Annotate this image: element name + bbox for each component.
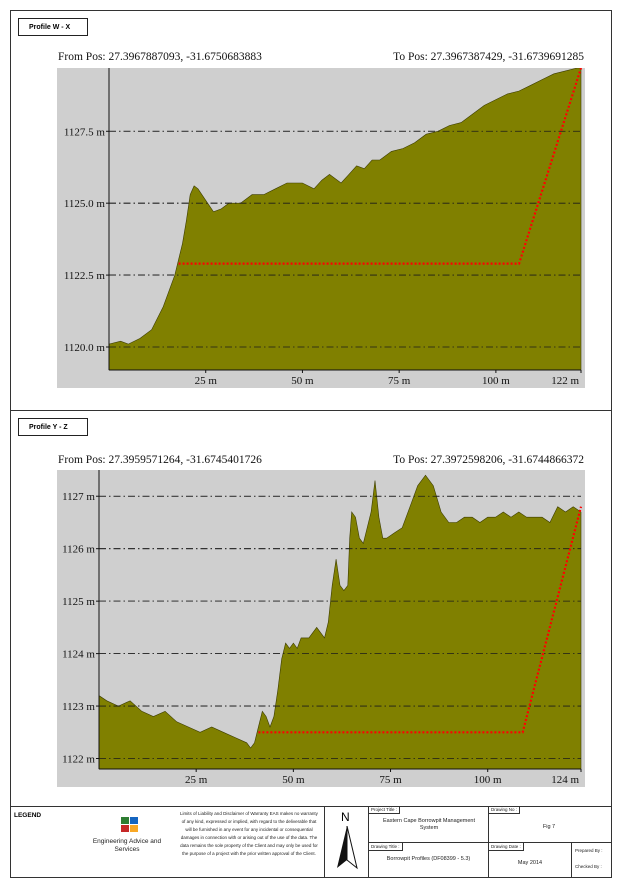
x-tick-label: 75 m (379, 774, 402, 786)
company-logo-icon (121, 817, 138, 832)
design-line (258, 506, 583, 734)
legend-divider (10, 806, 612, 807)
drawing-title-label: Drawing Title : (369, 843, 403, 851)
project-title-label: Project Title : (369, 806, 401, 814)
y-tick-label: 1122 m (62, 754, 95, 766)
north-arrow-cell: N (324, 806, 368, 878)
to-position: To Pos: 27.3972598206, -31.6744866372 (393, 454, 584, 466)
disclaimer-text: Limits of Liability and Disclaimer of Wa… (180, 811, 318, 856)
elevation-chart: 1120.0 m 1122.5 m 1125.0 m 1127.5 m 25 m 50 m… (57, 68, 585, 388)
project-title-box: Project Title : Eastern Cape Borrowpit M… (369, 806, 488, 843)
profile-title: Profile Y - Z (18, 418, 88, 436)
from-position: From Pos: 27.3967887093, -31.6750683883 (58, 51, 262, 63)
y-tick-label: 1120.0 m (64, 342, 106, 354)
drawing-date-box: Drawing Date : May 2014 (489, 842, 572, 878)
x-tick-label: 75 m (388, 375, 411, 387)
elevation-chart: 1122 m 1123 m 1124 m 1125 m 1126 m 1127 m 25 m… (57, 470, 585, 787)
terrain-area (108, 68, 582, 371)
drawing-date: May 2014 (517, 860, 543, 866)
x-tick-label: 50 m (291, 375, 314, 387)
page-frame (10, 10, 612, 878)
north-arrow-icon (337, 826, 358, 870)
y-tick-label: 1125.0 m (64, 198, 106, 210)
x-tick-label: 50 m (282, 774, 305, 786)
title-cell: Project Title : Eastern Cape Borrowpit M… (368, 806, 488, 878)
x-tick-label: 124 m (551, 774, 579, 786)
x-tick-label: 100 m (482, 375, 510, 387)
y-tick-label: 1127.5 m (64, 126, 106, 138)
legend-label: LEGEND (14, 812, 42, 819)
company-name: Engineering Advice and Services (92, 838, 162, 853)
section-divider (10, 410, 612, 411)
design-line (178, 68, 583, 265)
from-position: From Pos: 27.3959571264, -31.6745401726 (58, 454, 262, 466)
drawing-title: Borrowpit Profiles (DF08399 - 5.3) (386, 856, 471, 862)
drawing-no-label: Drawing No : (489, 806, 521, 814)
x-tick-label: 25 m (185, 774, 208, 786)
chart-svg: 1120.0 m 1122.5 m 1125.0 m 1127.5 m 25 m 50 m… (64, 68, 583, 387)
prepared-by: Prepared By : (575, 848, 603, 853)
y-tick-label: 1122.5 m (64, 270, 106, 282)
x-tick-label: 122 m (551, 375, 579, 387)
x-tick-label: 25 m (195, 375, 218, 387)
drawing-date-label: Drawing Date : (489, 843, 524, 851)
legend-block: LEGEND Engineering Advice and Services L… (10, 806, 612, 878)
north-label: N (341, 810, 350, 824)
y-tick-label: 1124 m (62, 649, 95, 661)
chart-svg: 1122 m 1123 m 1124 m 1125 m 1126 m 1127 m 25 m… (62, 470, 583, 786)
x-tick-label: 100 m (474, 774, 502, 786)
drawing-info-cell: Drawing No : Fig 7 Drawing Date : May 20… (488, 806, 612, 878)
profile-title: Profile W - X (18, 18, 88, 36)
drawing-no-box: Drawing No : Fig 7 (489, 806, 612, 843)
checked-by: Checked By : (575, 864, 602, 869)
to-position: To Pos: 27.3967387429, -31.6739691285 (393, 51, 584, 63)
y-tick-label: 1125 m (62, 596, 95, 608)
disclaimer-cell: Limits of Liability and Disclaimer of Wa… (174, 806, 324, 878)
drawing-no: Fig 7 (542, 824, 556, 830)
terrain-area (98, 474, 582, 770)
y-tick-label: 1127 m (62, 491, 95, 503)
y-tick-label: 1123 m (62, 701, 95, 713)
company-cell: Engineering Advice and Services (80, 806, 174, 878)
project-title: Eastern Cape Borrowpit Management System (382, 818, 476, 831)
y-tick-label: 1126 m (62, 544, 95, 556)
